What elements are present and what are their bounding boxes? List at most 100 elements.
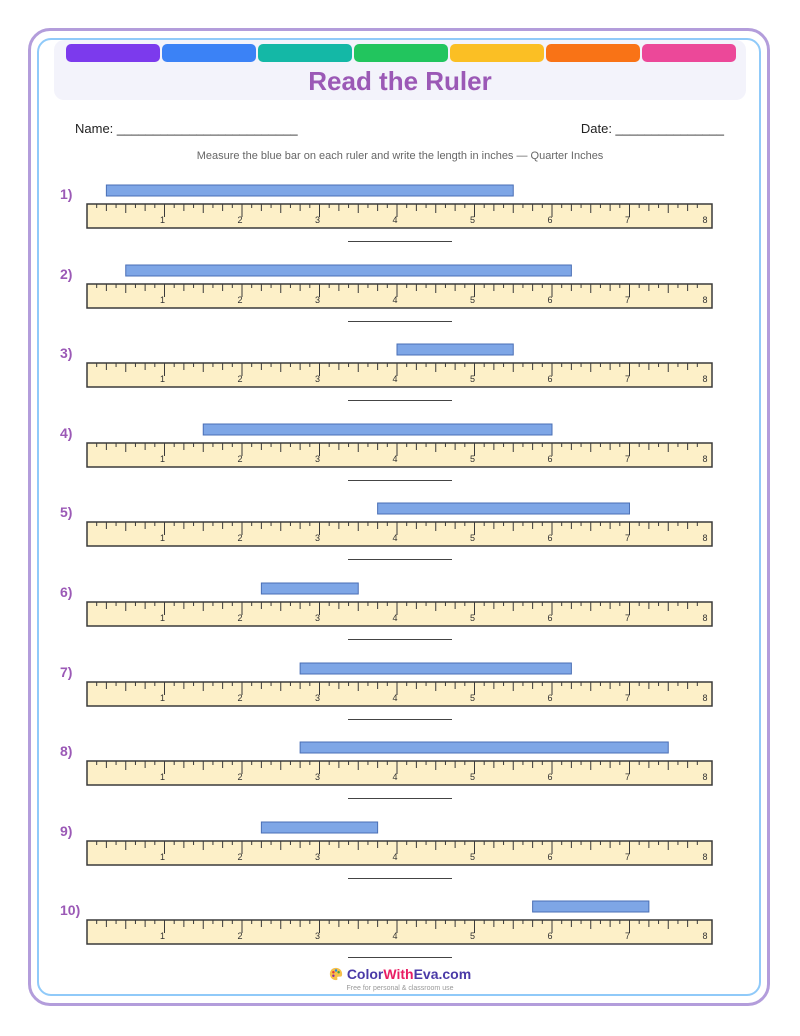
- ruler-label: 4: [392, 533, 397, 543]
- ruler-label: 8: [702, 852, 707, 862]
- ruler-label: 2: [237, 454, 242, 464]
- ruler-label: 8: [702, 533, 707, 543]
- ruler-label: 7: [625, 533, 630, 543]
- name-field[interactable]: Name: _________________________: [75, 121, 298, 136]
- ruler: 1 2 3 4 5 6 7 8: [86, 264, 713, 309]
- problem-item: 4) 1 2 3 4 5 6 7 8: [0, 423, 800, 505]
- ruler-label: 4: [392, 931, 397, 941]
- ruler-label: 7: [625, 931, 630, 941]
- rainbow-segment: [258, 44, 352, 62]
- ruler-label: 2: [237, 533, 242, 543]
- ruler-label: 8: [702, 613, 707, 623]
- brand-logo[interactable]: ColorWithEva.com: [347, 966, 471, 982]
- ruler-label: 2: [237, 931, 242, 941]
- answer-line[interactable]: [348, 639, 452, 640]
- answer-line[interactable]: [348, 957, 452, 959]
- footer: ColorWithEva.com Free for personal & cla…: [0, 966, 800, 992]
- ruler-label: 2: [237, 215, 242, 225]
- ruler-label: 3: [315, 454, 320, 464]
- measure-bar: [396, 343, 514, 356]
- answer-line[interactable]: [348, 798, 452, 800]
- ruler-label: 1: [160, 613, 165, 623]
- ruler: 1 2 3 4 5 6 7 8: [86, 821, 713, 866]
- ruler-label: 4: [392, 454, 397, 464]
- ruler-label: 4: [392, 852, 397, 862]
- ruler-label: 6: [547, 772, 552, 782]
- problem-item: 8) 1 2 3 4 5 6 7 8: [0, 741, 800, 823]
- ruler-label: 1: [160, 295, 165, 305]
- ruler: 1 2 3 4 5 6 7 8: [86, 582, 713, 627]
- ruler-label: 7: [625, 852, 630, 862]
- ruler-body: [86, 840, 713, 866]
- ruler-label: 5: [470, 454, 475, 464]
- ruler-label: 4: [392, 693, 397, 703]
- ruler-label: 1: [160, 374, 165, 384]
- brand-with: With: [383, 966, 414, 982]
- problem-number: 9): [60, 822, 73, 839]
- ruler-label: 3: [315, 931, 320, 941]
- answer-line[interactable]: [348, 559, 452, 561]
- ruler-label: 8: [702, 772, 707, 782]
- ruler-label: 4: [392, 295, 397, 305]
- ruler-label: 6: [547, 215, 552, 225]
- problem-item: 5) 1 2 3 4 5 6 7 8: [0, 502, 800, 584]
- ruler-label: 5: [470, 931, 475, 941]
- ruler: 1 2 3 4 5 6 7 8: [86, 741, 713, 786]
- ruler-label: 6: [547, 852, 552, 862]
- rainbow-segment: [450, 44, 544, 62]
- answer-line[interactable]: [348, 718, 452, 720]
- ruler-label: 2: [237, 693, 242, 703]
- ruler-label: 1: [160, 454, 165, 464]
- page-title: Read the Ruler: [308, 66, 492, 96]
- rainbow-segment: [162, 44, 256, 62]
- ruler-label: 4: [392, 772, 397, 782]
- rainbow-segment: [642, 44, 736, 62]
- ruler-label: 7: [625, 613, 630, 623]
- ruler-label: 8: [702, 215, 707, 225]
- ruler-label: 2: [237, 295, 242, 305]
- ruler: 1 2 3 4 5 6 7 8: [86, 184, 713, 229]
- ruler-label: 5: [470, 295, 475, 305]
- ruler-label: 6: [547, 613, 552, 623]
- ruler-label: 3: [315, 772, 320, 782]
- problem-number: 1): [60, 186, 73, 202]
- ruler-body: [86, 680, 713, 707]
- measure-bar: [299, 741, 669, 754]
- problem-item: 10) 1 2 3 4 5 6 7 8: [0, 900, 800, 982]
- measure-bar: [260, 582, 359, 595]
- answer-line[interactable]: [348, 479, 452, 481]
- rainbow-strip: [66, 44, 736, 62]
- measure-bar: [202, 423, 553, 436]
- rainbow-segment: [354, 44, 448, 62]
- ruler-body: [86, 521, 713, 548]
- ruler-label: 7: [625, 454, 630, 464]
- ruler-label: 6: [547, 374, 552, 384]
- answer-line[interactable]: [348, 877, 452, 879]
- ruler-label: 1: [160, 533, 165, 543]
- ruler-label: 2: [237, 772, 242, 782]
- inner-border: [37, 38, 761, 996]
- rainbow-segment: [546, 44, 640, 62]
- measure-bar: [260, 821, 379, 834]
- answer-line[interactable]: [348, 400, 452, 402]
- problem-item: 6) 1 2 3 4 5 6 7 8: [0, 582, 800, 664]
- ruler-label: 5: [470, 852, 475, 862]
- date-field[interactable]: Date: _______________: [580, 121, 724, 136]
- ruler-label: 5: [470, 693, 475, 703]
- answer-line[interactable]: [348, 241, 452, 242]
- palette-icon: [329, 967, 342, 981]
- ruler: 1 2 3 4 5 6 7 8: [86, 900, 713, 946]
- ruler-label: 7: [625, 374, 630, 384]
- problem-item: 9) 1 2 3 4 5 6 7 8: [0, 821, 800, 903]
- ruler-label: 7: [625, 295, 630, 305]
- ruler-label: 3: [315, 613, 320, 623]
- ruler-label: 6: [547, 533, 552, 543]
- ruler-label: 1: [160, 693, 165, 703]
- ruler-label: 5: [470, 215, 475, 225]
- ruler-label: 1: [160, 215, 165, 225]
- ruler-label: 1: [160, 931, 165, 941]
- answer-line[interactable]: [348, 320, 452, 322]
- ruler: 1 2 3 4 5 6 7 8: [86, 662, 713, 707]
- measure-bar: [125, 264, 572, 277]
- problem-item: 2) 1 2 3 4 5 6 7 8: [0, 264, 800, 346]
